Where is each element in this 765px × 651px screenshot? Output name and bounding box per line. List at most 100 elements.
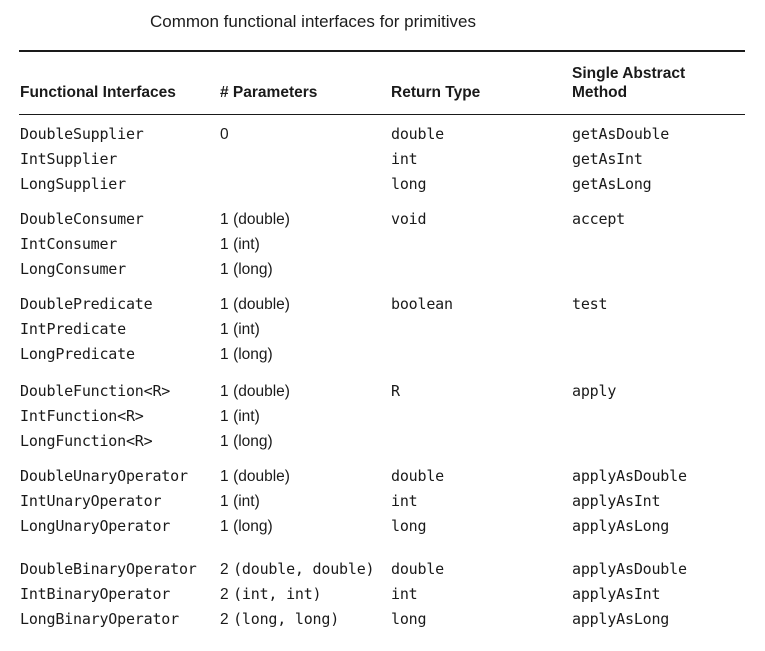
interface-name: IntSupplier: [20, 150, 118, 168]
abstract-method: applyAsDouble: [572, 467, 687, 485]
interface-name: IntUnaryOperator: [20, 492, 162, 510]
table-row: IntBinaryOperator 2 (int, int) int applyAsI…: [0, 582, 765, 607]
parameter-number: 2: [220, 611, 229, 628]
parameter-number: 1: [220, 383, 229, 400]
parameter-number: 2: [220, 561, 229, 578]
interface-name: IntBinaryOperator: [20, 585, 171, 603]
interface-name: LongBinaryOperator: [20, 610, 179, 628]
return-type: R: [391, 382, 400, 400]
return-type: double: [391, 560, 444, 578]
interface-name: DoublePredicate: [20, 295, 153, 313]
return-type: double: [391, 125, 444, 143]
interface-name: IntConsumer: [20, 235, 118, 253]
row-group: DoubleConsumer 1 (double) void accept IntCon…: [0, 207, 765, 282]
interface-name: DoubleBinaryOperator: [20, 560, 197, 578]
interface-name: DoubleUnaryOperator: [20, 467, 188, 485]
interface-name: LongSupplier: [20, 175, 126, 193]
interface-name: LongFunction<R>: [20, 432, 153, 450]
abstract-method: apply: [572, 382, 617, 400]
table-row: DoubleBinaryOperator 2 (double, double) do…: [0, 557, 765, 582]
parameter-types: (int): [233, 408, 260, 425]
parameter-count: 0: [220, 122, 229, 147]
interface-name: IntFunction<R>: [20, 407, 144, 425]
interface-name: DoubleSupplier: [20, 125, 144, 143]
header-single-abstract-method: Single Abstract Method: [572, 65, 686, 101]
table-row: DoublePredicate 1 (double) boolean test: [0, 292, 765, 317]
table-row: DoubleSupplier 0 double getAsDouble: [0, 122, 765, 147]
parameter-number: 2: [220, 586, 229, 603]
parameter-count: 1 (double): [220, 464, 290, 489]
abstract-method: applyAsInt: [572, 492, 661, 510]
parameter-number: 1: [220, 321, 229, 338]
header-functional-interfaces: Functional Interfaces: [20, 84, 176, 101]
parameter-types: (double, double): [233, 560, 375, 578]
parameter-count: 1 (int): [220, 404, 260, 429]
parameter-types: (long): [233, 261, 273, 278]
abstract-method: test: [572, 295, 608, 313]
parameter-number: 1: [220, 518, 229, 535]
parameter-types: (long): [233, 433, 273, 450]
abstract-method: getAsInt: [572, 150, 643, 168]
return-type: boolean: [391, 295, 453, 313]
return-type: void: [391, 210, 427, 228]
table-row: LongBinaryOperator 2 (long, long) long appl…: [0, 607, 765, 632]
header-return-type: Return Type: [391, 84, 481, 101]
parameter-types: (long): [233, 346, 273, 363]
parameter-number: 1: [220, 408, 229, 425]
parameter-types: (double): [233, 468, 290, 485]
parameter-count: 2 (double, double): [220, 557, 375, 582]
table-row: IntSupplier int getAsInt: [0, 147, 765, 172]
parameter-number: 1: [220, 261, 229, 278]
parameter-number: 1: [220, 236, 229, 253]
parameter-types: (int, int): [233, 585, 322, 603]
parameter-number: 1: [220, 433, 229, 450]
parameter-number: 1: [220, 468, 229, 485]
table-row: LongSupplier long getAsLong: [0, 172, 765, 197]
return-type: long: [391, 610, 427, 628]
table-row: LongPredicate 1 (long): [0, 342, 765, 367]
table-row: LongFunction<R> 1 (long): [0, 429, 765, 454]
interface-name: LongPredicate: [20, 345, 135, 363]
parameter-count: 1 (long): [220, 257, 273, 282]
parameter-types: (double): [233, 296, 290, 313]
parameter-count: 1 (int): [220, 489, 260, 514]
parameter-number: 1: [220, 211, 229, 228]
parameter-types: (int): [233, 236, 260, 253]
table-row: LongConsumer 1 (long): [0, 257, 765, 282]
interface-name: LongConsumer: [20, 260, 126, 278]
return-type: double: [391, 467, 444, 485]
parameter-number: 1: [220, 346, 229, 363]
abstract-method: applyAsLong: [572, 610, 670, 628]
header-rule: [19, 114, 745, 115]
table-row: DoubleConsumer 1 (double) void accept: [0, 207, 765, 232]
top-rule: [19, 50, 745, 52]
parameter-number: 1: [220, 493, 229, 510]
return-type: long: [391, 175, 427, 193]
parameter-count: 1 (double): [220, 292, 290, 317]
table-row: IntFunction<R> 1 (int): [0, 404, 765, 429]
parameter-number: 0: [220, 126, 229, 143]
parameter-types: (int): [233, 493, 260, 510]
parameter-count: 2 (int, int): [220, 582, 322, 607]
header-parameters: # Parameters: [220, 84, 318, 101]
return-type: int: [391, 150, 418, 168]
parameter-count: 1 (long): [220, 514, 273, 539]
abstract-method: accept: [572, 210, 625, 228]
parameter-types: (double): [233, 383, 290, 400]
table-caption: Common functional interfaces for primiti…: [150, 12, 476, 31]
parameter-types: (long): [233, 518, 273, 535]
parameter-count: 2 (long, long): [220, 607, 339, 632]
table-row: IntConsumer 1 (int): [0, 232, 765, 257]
abstract-method: applyAsLong: [572, 517, 670, 535]
interface-name: LongUnaryOperator: [20, 517, 171, 535]
table-row: LongUnaryOperator 1 (long) long applyAsLong: [0, 514, 765, 539]
return-type: int: [391, 492, 418, 510]
table-row: IntPredicate 1 (int): [0, 317, 765, 342]
abstract-method: applyAsInt: [572, 585, 661, 603]
abstract-method: applyAsDouble: [572, 560, 687, 578]
parameter-count: 1 (long): [220, 429, 273, 454]
parameter-count: 1 (long): [220, 342, 273, 367]
parameter-types: (int): [233, 321, 260, 338]
